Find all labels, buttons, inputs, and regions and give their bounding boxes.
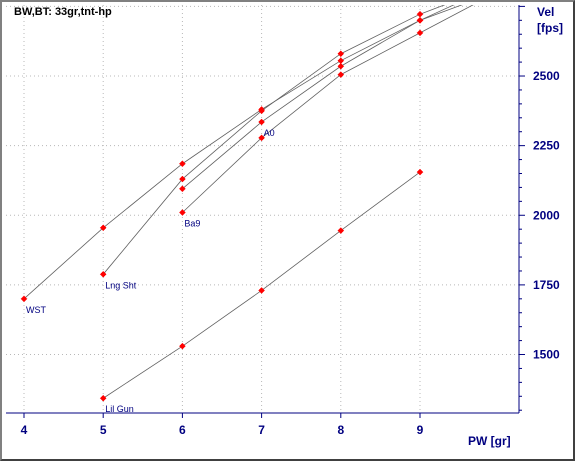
- y-tick-label: 2000: [533, 208, 560, 222]
- series-layer: [20, 5, 474, 402]
- y-axis-title-line1: Vel: [537, 5, 554, 19]
- data-point: [258, 118, 265, 126]
- series-label: A0: [264, 128, 275, 138]
- data-point: [99, 270, 107, 278]
- grid-layer: [6, 5, 519, 413]
- data-point: [337, 71, 345, 78]
- y-tick-label: 1750: [533, 278, 560, 292]
- data-point: [337, 50, 345, 58]
- chart-title: BW,BT: 33gr,tnt-hp: [14, 6, 112, 18]
- data-point: [179, 175, 186, 183]
- data-point: [416, 10, 424, 18]
- y-axis-title-line2: [fps]: [537, 21, 563, 35]
- data-point: [258, 107, 265, 115]
- data-point: [179, 209, 186, 216]
- data-point: [337, 57, 345, 65]
- data-point: [179, 185, 186, 193]
- x-tick-label: 9: [417, 423, 424, 437]
- data-point: [179, 342, 186, 350]
- x-tick-label: 8: [337, 423, 344, 437]
- x-axis-title: PW [gr]: [468, 434, 511, 448]
- data-point: [416, 16, 424, 24]
- data-point: [258, 287, 265, 294]
- data-point: [337, 227, 345, 234]
- x-tick-label: 6: [179, 423, 186, 437]
- data-point: [337, 62, 345, 70]
- y-tick-label: 2250: [533, 139, 560, 153]
- series-label: Lil Gun: [105, 404, 134, 414]
- data-point: [416, 168, 424, 176]
- data-point: [258, 134, 265, 142]
- x-tick-label: 7: [258, 423, 265, 437]
- series-label: Lng Sht: [105, 280, 137, 290]
- series-label: WST: [26, 305, 46, 315]
- data-point: [179, 160, 186, 168]
- series-line: [182, 5, 474, 213]
- data-point: [99, 224, 107, 232]
- x-tick-label: 4: [21, 423, 28, 437]
- series-line: [182, 5, 463, 190]
- y-tick-label: 2500: [533, 69, 560, 83]
- data-point: [99, 394, 107, 402]
- data-point: [416, 29, 424, 37]
- data-point: [20, 295, 28, 303]
- x-tick-label: 5: [100, 423, 107, 437]
- axis-layer: 4 5 6 7 8 9 1500 1750 2000 2250 2500 WST Lng Sht A0 Ba…: [6, 5, 560, 437]
- series-line: [102, 5, 446, 275]
- series-label: Ba9: [184, 218, 200, 228]
- y-tick-label: 1500: [533, 348, 560, 362]
